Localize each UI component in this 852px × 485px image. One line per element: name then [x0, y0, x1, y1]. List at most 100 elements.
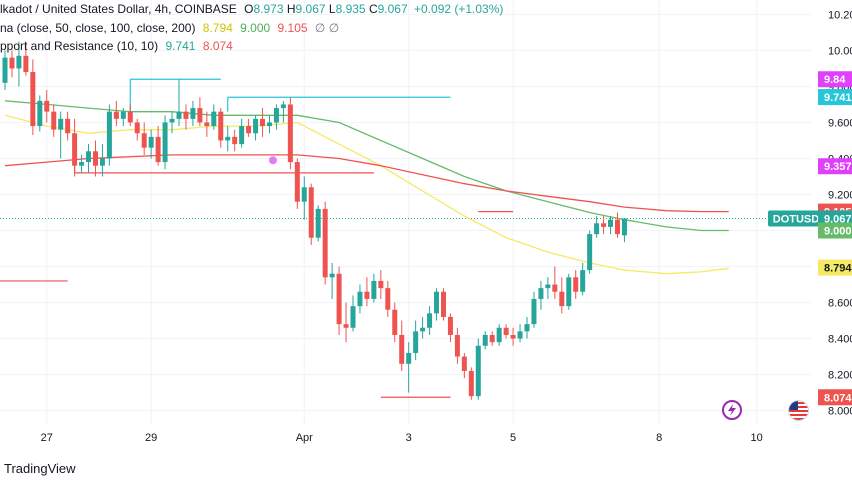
candle-body — [357, 291, 363, 307]
candle-body — [273, 108, 279, 123]
symbol-legend[interactable]: lkadot / United States Dollar, 4h, COINB… — [0, 2, 503, 16]
candle-body — [608, 219, 614, 227]
candle-body — [364, 291, 370, 299]
ma200-value: 9.105 — [277, 21, 308, 35]
candle-body — [392, 309, 398, 335]
time-axis[interactable]: 27 29 Apr 3 5 8 10 — [41, 432, 763, 444]
price-tick-label: 10.200 — [828, 9, 852, 21]
candle-body — [552, 284, 558, 292]
candle-body — [30, 72, 36, 127]
candle-body — [399, 334, 405, 364]
candle-body — [566, 277, 572, 307]
price-label: 8.074 — [824, 392, 852, 404]
candle-body — [440, 291, 446, 317]
candle-body — [580, 270, 586, 292]
candle-body — [37, 100, 43, 127]
candle-body — [434, 291, 440, 314]
candle-body — [2, 57, 8, 83]
grid — [0, 0, 812, 425]
ma-line — [4, 154, 729, 213]
support-resistance-levels — [0, 78, 812, 398]
candle-body — [58, 118, 64, 130]
ohlc-close-value: 9.067 — [377, 2, 408, 16]
ohlc-close-label: C — [368, 2, 378, 16]
candle-body — [176, 111, 182, 119]
footer: TradingView — [0, 457, 852, 485]
time-tick-label: 3 — [406, 432, 412, 444]
candle-body — [461, 356, 467, 371]
candle-body — [92, 151, 98, 166]
lightning-icon[interactable] — [722, 400, 742, 420]
price-tick-label: 10.000 — [828, 45, 852, 57]
candle-body — [336, 273, 342, 325]
price-label: 9.000 — [824, 226, 852, 238]
flag-us-icon[interactable] — [788, 400, 809, 421]
candle-body — [134, 122, 140, 134]
candle-body — [621, 218, 627, 236]
candle-body — [524, 324, 530, 332]
time-tick-label: 27 — [41, 432, 53, 444]
ohlc-high-label: H — [286, 2, 296, 16]
candle-body — [573, 277, 579, 292]
candle-body — [79, 162, 85, 166]
price-label-bg — [818, 222, 852, 239]
price-axis[interactable]: 10.20010.0009.8009.6009.4009.2009.0008.8… — [768, 9, 852, 418]
tradingview-brand: TradingView — [4, 461, 76, 476]
price-tick-label: 8.200 — [828, 370, 852, 382]
candle-body — [106, 111, 112, 159]
candle-body — [23, 55, 29, 73]
price-tick-label: 8.400 — [828, 334, 852, 346]
ma100-value: 9.000 — [240, 21, 271, 35]
candle-body — [260, 118, 266, 127]
ohlc-high-value: 9.067 — [295, 2, 326, 16]
candle-body — [371, 280, 377, 299]
price-tick-label: 8.600 — [828, 298, 852, 310]
price-label-bg — [818, 89, 852, 106]
candle-body — [148, 136, 154, 148]
price-label: 9.357 — [824, 161, 852, 173]
candle-body — [141, 133, 147, 148]
candle-body — [413, 331, 419, 353]
price-chart[interactable]: 10.20010.0009.8009.6009.4009.2009.0008.8… — [0, 0, 852, 457]
candle-body — [322, 208, 328, 278]
candle-body — [155, 136, 161, 163]
candle-body — [218, 111, 224, 141]
candle-body — [120, 111, 126, 119]
candle-body — [454, 334, 460, 357]
moving-averages — [4, 100, 729, 275]
candle-body — [197, 108, 203, 123]
alert-marker — [268, 156, 277, 165]
candle-body — [162, 122, 168, 163]
candle-body — [329, 273, 335, 278]
candle-body — [420, 327, 426, 332]
candle-body — [406, 352, 412, 364]
ma-line — [4, 100, 729, 232]
candle-body — [378, 280, 384, 289]
price-label: 9.067 — [824, 213, 852, 225]
candle-body — [496, 327, 502, 343]
candle-body — [72, 133, 78, 166]
candle-body — [190, 108, 196, 119]
candle-body — [601, 223, 607, 227]
change-value: +0.092 (+1.03%) — [414, 2, 504, 16]
price-label-bg — [818, 210, 852, 227]
candle-body — [587, 234, 593, 271]
candle-body — [113, 111, 119, 119]
candle-body — [239, 126, 245, 145]
candle-body — [531, 298, 537, 325]
candle-body — [9, 57, 15, 69]
candle-body — [127, 111, 133, 123]
candle-body — [475, 345, 481, 397]
sr-legend[interactable]: pport and Resistance (10, 10) 9.741 8.07… — [0, 39, 233, 53]
candle-body — [385, 288, 391, 310]
candle-body — [489, 334, 495, 343]
ma-legend[interactable]: na (close, 50, close, 100, close, 200) 8… — [0, 21, 339, 35]
candle-body — [204, 122, 210, 127]
price-label-bg — [818, 71, 852, 88]
candle-body — [44, 100, 50, 112]
price-tick-label: 9.200 — [828, 189, 852, 201]
candle-body — [538, 288, 544, 299]
tradingview-logo[interactable]: TradingView — [4, 461, 76, 476]
time-tick-label: 10 — [751, 432, 763, 444]
candle-body — [343, 324, 349, 328]
